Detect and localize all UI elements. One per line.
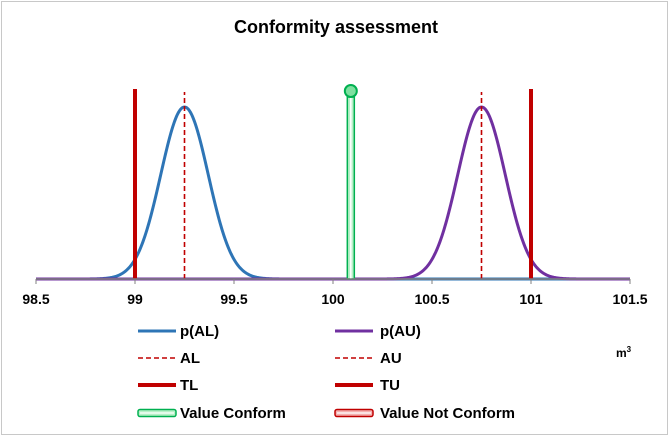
x-tick-label: 99 xyxy=(127,291,143,307)
plot-area: 98.5 99 99.5 100 100.5 101 101.5 m3 xyxy=(22,84,648,360)
legend-item-tu: TU xyxy=(335,377,400,394)
curve-p-au xyxy=(36,105,630,281)
x-tick-label: 99.5 xyxy=(220,291,247,307)
legend-label: AL xyxy=(180,350,200,367)
unit-superscript: 3 xyxy=(627,345,632,354)
x-tick-label: 101.5 xyxy=(612,291,647,307)
chart-legend: p(AL) p(AU) AL AU TL TU Value Conform Value Not… xyxy=(137,323,515,422)
legend-item-al: AL xyxy=(138,350,200,367)
legend-item-value-not-conform: Value Not Conform xyxy=(334,405,515,422)
legend-label: TU xyxy=(380,377,400,394)
legend-label: p(AL) xyxy=(180,323,219,340)
legend-label: TL xyxy=(180,377,198,394)
legend-label: AU xyxy=(380,350,402,367)
x-tick-label: 98.5 xyxy=(22,291,49,307)
legend-item-au: AU xyxy=(335,350,402,367)
x-tick-label: 100 xyxy=(321,291,345,307)
chart-title: Conformity assessment xyxy=(234,17,438,37)
legend-item-p-al: p(AL) xyxy=(138,323,219,340)
legend-label: p(AU) xyxy=(380,323,421,340)
unit-label: m3 xyxy=(616,345,632,360)
legend-label: Value Conform xyxy=(180,405,286,422)
legend-label: Value Not Conform xyxy=(380,405,515,422)
curve-p-al xyxy=(36,105,630,281)
x-tick-label: 101 xyxy=(519,291,543,307)
legend-item-value-conform: Value Conform xyxy=(137,405,286,422)
legend-item-p-au: p(AU) xyxy=(335,323,421,340)
value-marker-head xyxy=(343,84,358,98)
legend-item-tl: TL xyxy=(138,377,198,394)
x-tick-label: 100.5 xyxy=(414,291,449,307)
